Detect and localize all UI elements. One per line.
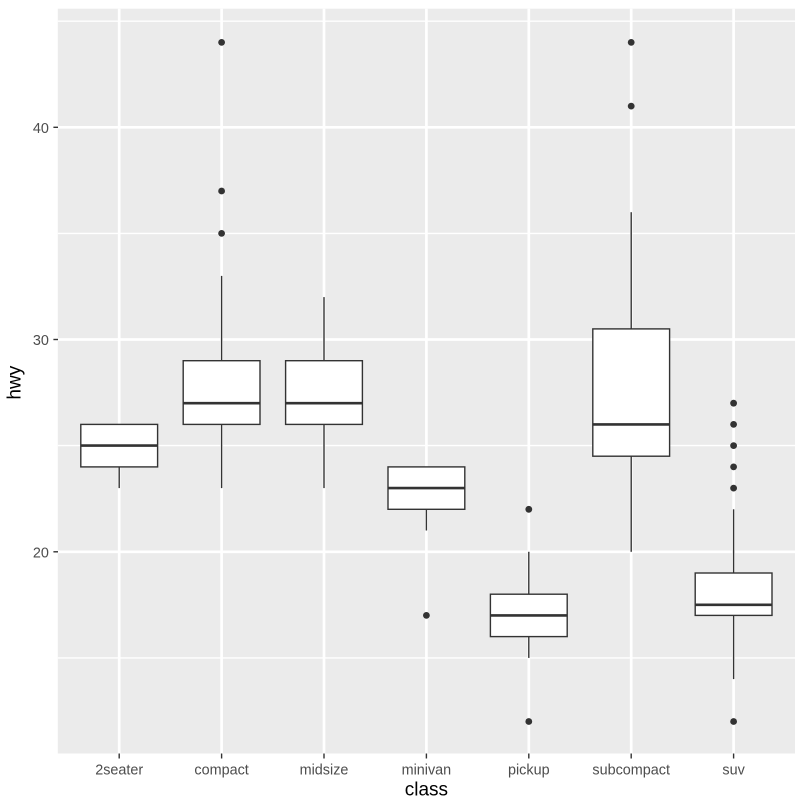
svg-text:compact: compact bbox=[194, 762, 248, 778]
svg-text:hwy: hwy bbox=[5, 365, 26, 399]
svg-text:pickup: pickup bbox=[508, 762, 550, 778]
svg-text:subcompact: subcompact bbox=[592, 762, 670, 778]
svg-text:30: 30 bbox=[33, 333, 49, 349]
svg-text:class: class bbox=[405, 780, 448, 801]
svg-text:minivan: minivan bbox=[402, 762, 452, 778]
svg-text:20: 20 bbox=[33, 546, 49, 562]
svg-text:40: 40 bbox=[33, 121, 49, 137]
svg-text:2seater: 2seater bbox=[95, 762, 143, 778]
svg-text:midsize: midsize bbox=[300, 762, 349, 778]
svg-text:suv: suv bbox=[722, 762, 745, 778]
